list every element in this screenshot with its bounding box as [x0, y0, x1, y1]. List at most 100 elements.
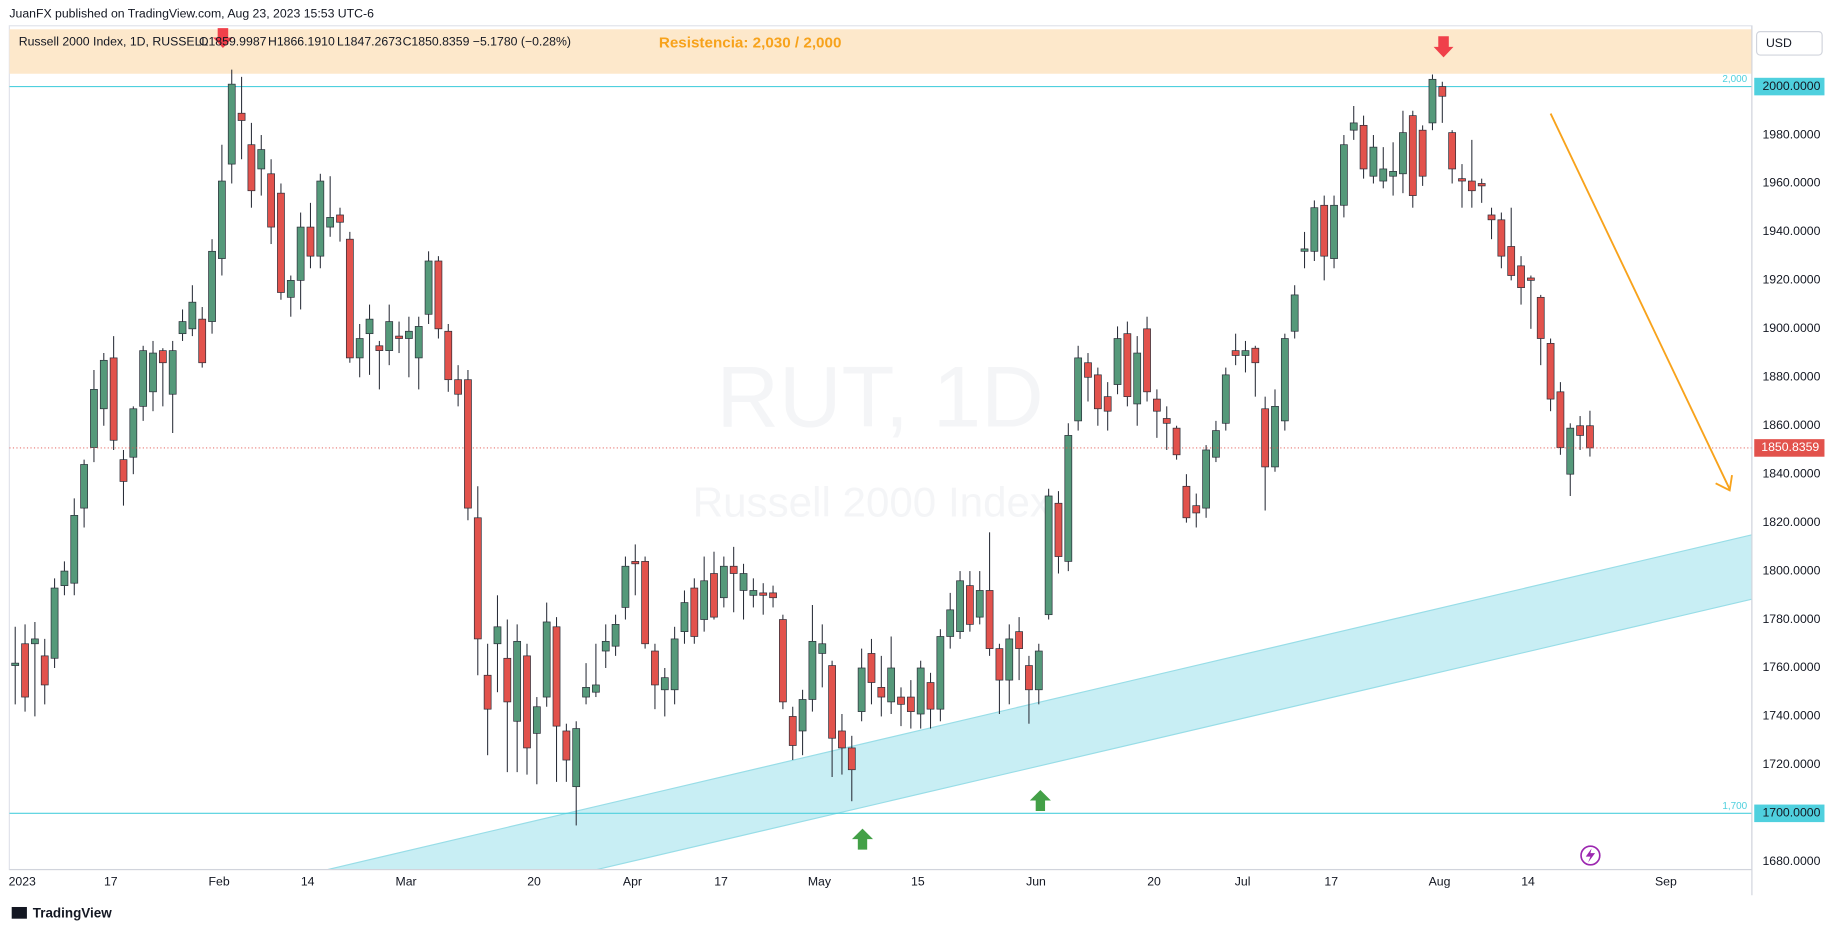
- y-tick-label: 1920.0000: [1762, 273, 1820, 287]
- watermark: RUT, 1D: [716, 350, 1043, 446]
- currency-button[interactable]: [1756, 31, 1823, 56]
- x-tick-label: Sep: [1655, 875, 1677, 889]
- last-price-label: 1850.8359: [1761, 440, 1819, 454]
- candle-body: [1369, 146, 1378, 177]
- candle-body: [188, 301, 197, 330]
- candle-body: [1408, 115, 1417, 196]
- candle-body: [1103, 396, 1112, 412]
- candle-body: [1359, 124, 1368, 170]
- candle-body: [247, 144, 256, 192]
- candle-body: [700, 580, 709, 620]
- candle-body: [473, 517, 482, 640]
- candle-body: [1507, 246, 1516, 276]
- candle-body: [857, 667, 866, 712]
- candle-body: [906, 696, 915, 712]
- y-tick-label: 1900.0000: [1762, 321, 1820, 335]
- level-label: 1,700: [1722, 801, 1747, 812]
- candle-body: [355, 338, 364, 359]
- candle-body: [749, 590, 758, 596]
- x-tick-label: May: [808, 875, 832, 889]
- candle-body: [1576, 425, 1584, 436]
- axes: 1680.0000 1700.0000 1720.0000 1740.0000 1760…: [9, 74, 1825, 889]
- arrow-down: [1433, 36, 1454, 58]
- candle-body: [434, 260, 443, 330]
- candle-body: [1290, 294, 1299, 332]
- candle-body: [828, 665, 836, 739]
- candle-body: [11, 662, 20, 666]
- candle-body: [769, 592, 777, 599]
- candle-body: [1241, 350, 1250, 356]
- candle-body: [139, 350, 148, 407]
- candle-body: [680, 602, 689, 632]
- candle-body: [1162, 418, 1171, 424]
- candle-body: [779, 619, 787, 703]
- candle-body: [936, 636, 945, 710]
- candle-body: [1300, 248, 1309, 252]
- candle-body: [1399, 132, 1407, 175]
- candle-body: [1586, 425, 1594, 449]
- last-price-tag: [1754, 439, 1825, 457]
- candle-body: [582, 687, 590, 698]
- candle-body: [158, 350, 167, 364]
- candle-body: [926, 682, 935, 710]
- candle-body: [739, 573, 748, 591]
- candle-body: [1005, 638, 1014, 681]
- x-tick-label: 15: [911, 875, 925, 889]
- candle-body: [1182, 485, 1191, 519]
- candle-body: [1192, 505, 1201, 514]
- candle-body: [277, 192, 285, 293]
- candle-body: [532, 706, 541, 734]
- candle-body: [1349, 122, 1358, 131]
- candle-body: [1467, 180, 1476, 192]
- level-tag-label: 1700.0000: [1762, 806, 1820, 820]
- candle-body: [916, 667, 925, 715]
- x-tick-label: 17: [1324, 875, 1338, 889]
- candle-body: [621, 565, 630, 608]
- candle-body: [1428, 78, 1437, 124]
- x-tick-label: 20: [1147, 875, 1161, 889]
- candle-body: [1438, 86, 1447, 97]
- candle-body: [985, 590, 994, 649]
- x-tick-label: 14: [1521, 875, 1535, 889]
- candle-body: [365, 318, 374, 335]
- candle-body: [296, 226, 305, 281]
- candle-body: [1074, 357, 1083, 422]
- candle-body: [444, 330, 453, 381]
- candle-body: [552, 626, 561, 727]
- brand-logo: [11, 906, 27, 919]
- candle-body: [454, 379, 462, 395]
- annotations: [212, 28, 1733, 866]
- candle-body: [838, 730, 846, 749]
- candle-body: [237, 112, 246, 121]
- y-tick-label: 1860.0000: [1762, 418, 1820, 432]
- candle-body: [168, 350, 177, 395]
- candle-body: [178, 321, 187, 335]
- candle-body: [119, 459, 128, 482]
- y-tick-label: 1800.0000: [1762, 563, 1820, 577]
- x-tick-label: Jul: [1235, 875, 1251, 889]
- event-icon[interactable]: [1580, 845, 1601, 866]
- candle-body: [1546, 343, 1555, 400]
- candle-body: [1015, 631, 1023, 649]
- candle-body: [336, 214, 344, 223]
- candle-body: [1202, 449, 1210, 509]
- candle-body: [109, 357, 118, 441]
- candle-body: [847, 747, 856, 771]
- candle-body: [690, 587, 699, 637]
- candle-body: [1064, 435, 1073, 562]
- candle-body: [1477, 183, 1486, 187]
- x-tick-label: 17: [104, 875, 118, 889]
- candle-body: [798, 699, 807, 732]
- candle-body: [21, 643, 29, 698]
- candle-body: [867, 653, 876, 683]
- candle-body: [995, 648, 1004, 681]
- event-icon-bolt: [1585, 848, 1596, 863]
- candle-body: [99, 359, 108, 410]
- candle-body: [208, 250, 216, 322]
- candle-body: [592, 684, 600, 693]
- watermark: Russell 2000 Index: [693, 479, 1051, 526]
- candle-body: [424, 260, 433, 315]
- candle-body: [149, 352, 157, 393]
- candle-body: [306, 226, 315, 257]
- candle-body: [562, 730, 571, 761]
